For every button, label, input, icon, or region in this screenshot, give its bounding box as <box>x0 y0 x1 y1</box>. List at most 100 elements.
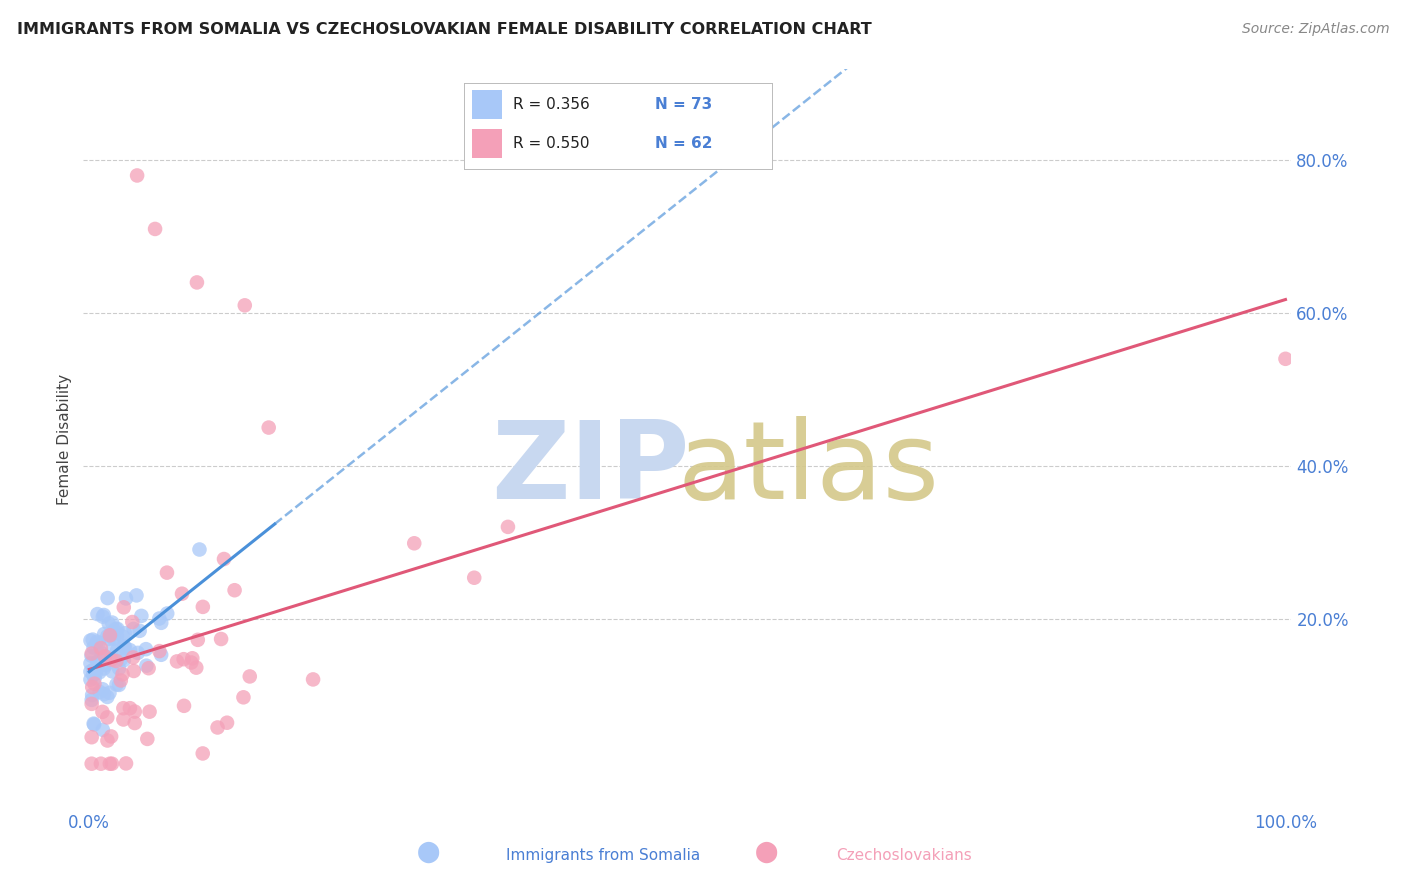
Point <box>89 685 111 699</box>
Point <box>80 647 103 661</box>
Point <box>148 611 170 625</box>
Point <box>180 656 202 670</box>
Point <box>83 666 105 681</box>
Point <box>91 723 114 737</box>
Point <box>127 169 149 183</box>
Point <box>108 678 131 692</box>
Point <box>156 607 179 621</box>
Point <box>143 222 166 236</box>
Point <box>138 705 160 719</box>
Point <box>112 713 135 727</box>
Point <box>101 665 124 679</box>
Point <box>186 660 208 674</box>
Point <box>101 756 124 771</box>
Point <box>122 622 145 636</box>
Point <box>232 690 254 705</box>
Point <box>112 600 135 615</box>
Point <box>124 705 146 719</box>
Point <box>80 756 103 771</box>
Point <box>463 571 485 585</box>
Point <box>80 693 103 707</box>
Point <box>110 652 132 666</box>
Text: Source: ZipAtlas.com: Source: ZipAtlas.com <box>1241 22 1389 37</box>
Point <box>90 647 112 661</box>
Point <box>104 622 127 636</box>
Text: ⬤: ⬤ <box>755 842 778 863</box>
Point <box>191 747 214 761</box>
Point <box>98 686 121 700</box>
Text: Czechoslovakians: Czechoslovakians <box>837 848 973 863</box>
Point <box>90 641 112 656</box>
Point <box>118 701 141 715</box>
Point <box>173 652 195 666</box>
Point <box>111 630 134 644</box>
Point <box>86 655 108 669</box>
Point <box>97 616 120 631</box>
Point <box>215 715 238 730</box>
Y-axis label: Female Disability: Female Disability <box>58 374 72 505</box>
Point <box>79 657 101 671</box>
Point <box>224 583 246 598</box>
Point <box>94 649 117 664</box>
Point <box>131 608 153 623</box>
Point <box>82 640 104 655</box>
Point <box>100 652 122 666</box>
Point <box>98 628 121 642</box>
Point <box>209 632 232 646</box>
Point <box>79 633 101 648</box>
Point <box>166 654 188 668</box>
Point <box>100 653 122 667</box>
Point <box>187 632 209 647</box>
Point <box>207 721 229 735</box>
Text: ⬤: ⬤ <box>418 842 440 863</box>
Point <box>93 607 115 622</box>
Point <box>79 673 101 687</box>
Point <box>105 629 128 643</box>
Point <box>89 665 111 680</box>
Point <box>136 731 159 746</box>
Point <box>135 642 157 657</box>
Point <box>96 690 118 704</box>
Point <box>80 730 103 744</box>
Point <box>150 648 173 662</box>
Point <box>118 643 141 657</box>
Point <box>103 632 125 646</box>
Point <box>108 661 131 675</box>
Point <box>91 609 114 624</box>
Text: ZIP: ZIP <box>492 416 690 522</box>
Point <box>404 536 426 550</box>
Point <box>114 640 136 655</box>
Point <box>110 673 132 688</box>
Point <box>239 669 262 683</box>
Point <box>121 615 143 629</box>
Point <box>83 717 105 731</box>
Point <box>79 665 101 679</box>
Point <box>138 661 160 675</box>
Point <box>127 646 149 660</box>
Point <box>86 634 108 648</box>
Point <box>115 756 138 771</box>
Point <box>105 654 128 668</box>
Point <box>156 566 179 580</box>
Point <box>98 756 121 771</box>
Point <box>124 716 146 731</box>
Point <box>257 420 280 434</box>
Point <box>87 636 110 650</box>
Point <box>93 627 115 641</box>
Point <box>105 643 128 657</box>
Point <box>87 655 110 669</box>
Point <box>82 632 104 647</box>
Point <box>103 624 125 638</box>
Point <box>150 615 173 630</box>
Point <box>173 698 195 713</box>
Point <box>83 716 105 731</box>
Point <box>1274 351 1296 366</box>
Point <box>233 298 256 312</box>
Point <box>212 552 235 566</box>
Text: atlas: atlas <box>678 416 939 522</box>
Point <box>302 673 325 687</box>
Point <box>82 688 104 702</box>
Point <box>82 680 104 694</box>
Point <box>100 627 122 641</box>
Point <box>148 644 170 658</box>
